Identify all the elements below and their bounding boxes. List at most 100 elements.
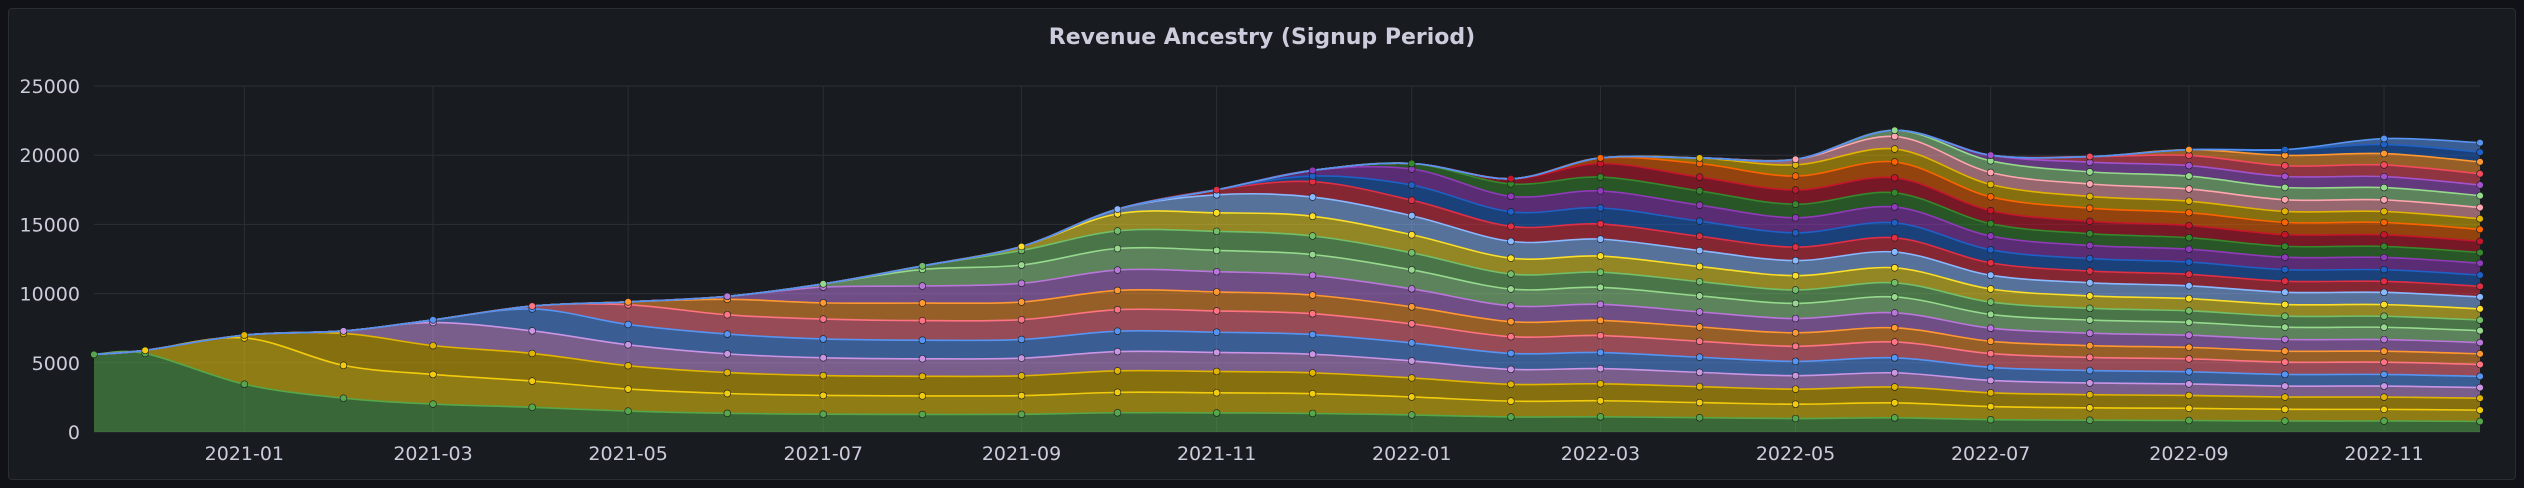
data-point — [2476, 170, 2484, 178]
data-point — [2086, 204, 2094, 212]
data-point — [2476, 305, 2484, 313]
data-point — [1596, 268, 1605, 276]
data-point — [1791, 371, 1800, 380]
data-point — [2185, 307, 2193, 315]
series-area — [94, 322, 2480, 399]
data-point — [2185, 197, 2193, 205]
data-point — [1113, 227, 1122, 235]
data-point — [2281, 335, 2289, 344]
series-area — [94, 351, 2480, 432]
data-point — [1308, 212, 1317, 220]
data-point — [1308, 232, 1317, 240]
series-line — [93, 331, 2481, 400]
data-point — [918, 282, 927, 290]
data-point — [819, 354, 827, 362]
data-point — [1408, 196, 1416, 204]
data-point — [2086, 254, 2094, 263]
data-point — [1308, 291, 1317, 299]
data-point — [1212, 328, 1221, 336]
data-point — [2281, 370, 2289, 379]
data-point — [2380, 312, 2388, 320]
data-point — [1695, 277, 1704, 286]
data-point — [1890, 279, 1899, 287]
data-point — [2185, 221, 2193, 230]
data-point — [2185, 234, 2193, 242]
data-point — [2086, 341, 2094, 350]
data-point — [1212, 307, 1221, 315]
data-point — [2476, 271, 2484, 279]
data-point — [2086, 316, 2094, 324]
data-point — [1507, 349, 1515, 358]
data-point — [2380, 323, 2388, 331]
data-point — [2281, 145, 2289, 154]
data-point — [1308, 350, 1317, 358]
data-point — [339, 394, 348, 402]
series-area — [94, 181, 2480, 355]
data-point — [1986, 415, 1995, 424]
data-point — [1507, 413, 1515, 421]
data-point — [2281, 162, 2289, 170]
data-point — [2380, 417, 2388, 425]
data-point — [2281, 358, 2289, 366]
data-point — [2086, 217, 2094, 226]
data-point — [1986, 206, 1995, 215]
data-point — [2476, 181, 2484, 189]
series-line — [93, 336, 2481, 411]
data-point — [1212, 268, 1221, 276]
y-tick-label: 10000 — [20, 284, 80, 306]
data-point — [1017, 261, 1026, 269]
data-point — [1017, 410, 1026, 419]
data-point — [1113, 347, 1122, 356]
data-point — [2380, 358, 2388, 366]
data-point — [2086, 390, 2094, 399]
data-point — [723, 368, 731, 377]
data-point — [1507, 285, 1515, 293]
x-tick-label: 2022-03 — [1561, 443, 1640, 465]
data-point — [1695, 353, 1704, 361]
data-point — [624, 361, 632, 370]
data-point — [1017, 242, 1026, 251]
data-point — [1890, 219, 1899, 227]
data-point — [2086, 416, 2094, 424]
data-point — [1308, 389, 1317, 398]
data-point — [2476, 338, 2484, 347]
data-point — [2476, 237, 2484, 245]
data-point — [1791, 385, 1800, 393]
data-point — [2281, 196, 2289, 204]
data-point — [1890, 248, 1899, 256]
data-point — [2185, 185, 2193, 193]
data-point — [2380, 218, 2388, 227]
y-tick-label: 25000 — [20, 76, 80, 98]
data-point — [1408, 411, 1416, 419]
data-point — [1408, 285, 1416, 293]
data-point — [2086, 168, 2094, 176]
data-point — [1596, 252, 1605, 260]
data-point — [1695, 201, 1704, 209]
data-point — [723, 409, 731, 418]
data-point — [1695, 292, 1704, 300]
data-point — [1986, 259, 1995, 267]
data-point — [2185, 368, 2193, 376]
data-point — [339, 327, 348, 335]
data-point — [1596, 331, 1605, 340]
data-point — [1017, 354, 1026, 362]
data-point — [1017, 279, 1026, 288]
data-point — [1507, 380, 1515, 389]
data-point — [1596, 364, 1605, 373]
data-point — [1308, 310, 1317, 318]
series-area — [94, 289, 2480, 365]
data-point — [1986, 180, 1995, 189]
data-point — [1113, 388, 1122, 397]
data-point — [723, 292, 731, 301]
data-point — [1791, 342, 1800, 350]
data-point — [2185, 331, 2193, 339]
data-point — [1791, 172, 1800, 180]
data-point — [1986, 168, 1995, 177]
data-point — [1890, 264, 1899, 272]
data-point — [918, 372, 927, 380]
data-point — [2476, 259, 2484, 267]
data-point — [2086, 353, 2094, 362]
data-point — [1212, 227, 1221, 236]
data-point — [1113, 367, 1122, 375]
